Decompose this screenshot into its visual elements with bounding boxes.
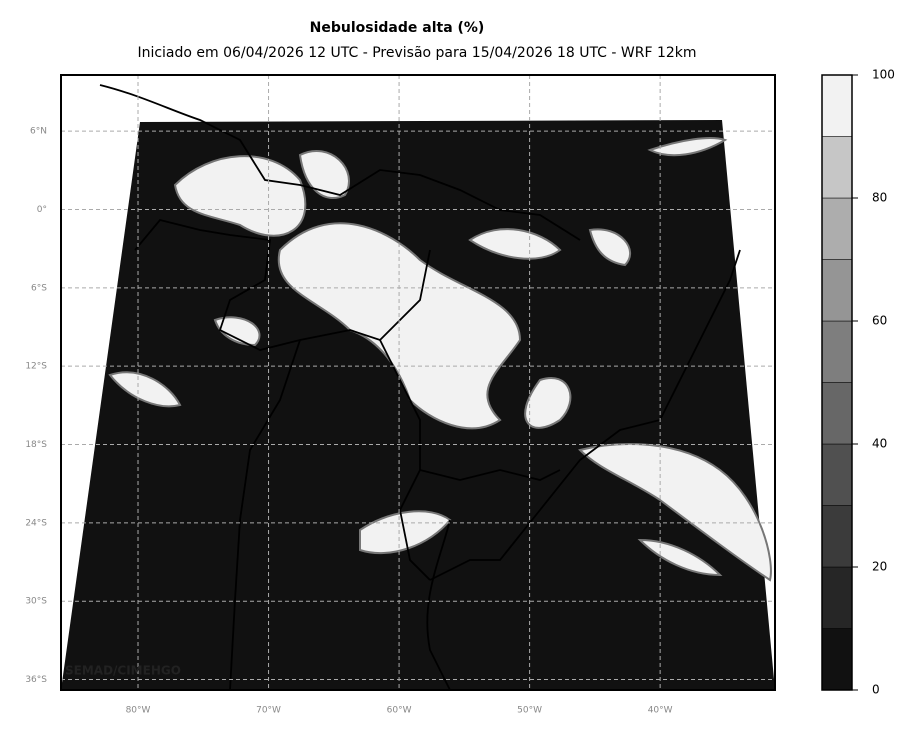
colorbar-tick-label: 60 xyxy=(872,314,887,328)
colorbar-band xyxy=(821,197,853,260)
lat-label: 36°S xyxy=(25,675,47,685)
lat-label: 0° xyxy=(37,205,47,215)
lon-label: 80°W xyxy=(126,706,151,716)
grid-layer xyxy=(61,75,775,690)
lat-label: 24°S xyxy=(25,518,47,528)
colorbar-band xyxy=(821,259,853,322)
watermark: SEMAD/CIMEHGO xyxy=(65,664,181,678)
colorbar-band xyxy=(821,136,853,199)
subtitle: Iniciado em 06/04/2026 12 UTC - Previsão… xyxy=(137,45,696,61)
lat-label: 18°S xyxy=(25,440,47,450)
colorbar-band xyxy=(821,320,853,383)
lat-label: 30°S xyxy=(25,597,47,607)
colorbar-band xyxy=(821,382,853,445)
country-borders xyxy=(99,84,741,690)
lon-label: 40°W xyxy=(648,706,673,716)
lon-label: 60°W xyxy=(387,706,412,716)
colorbar-band xyxy=(821,74,853,137)
colorbar-tick-label: 0 xyxy=(872,683,880,697)
colorbar-tick-label: 80 xyxy=(872,191,887,205)
colorbar-tick-label: 20 xyxy=(872,560,887,574)
colorbar-band xyxy=(821,566,853,629)
colorbar-band xyxy=(821,628,853,691)
lat-label: 12°S xyxy=(25,362,47,372)
map-frame xyxy=(60,74,776,691)
colorbar-tick-label: 100 xyxy=(872,68,895,82)
colorbar-tick-label: 40 xyxy=(872,437,887,451)
colorbar-frame xyxy=(821,74,853,691)
lat-label: 6°S xyxy=(31,283,47,293)
lon-label: 70°W xyxy=(256,706,281,716)
map-layer xyxy=(61,84,775,690)
colorbar-band xyxy=(821,443,853,506)
colorbar-band xyxy=(821,505,853,568)
lat-label: 6°N xyxy=(30,127,47,137)
title: Nebulosidade alta (%) xyxy=(310,20,485,36)
lon-label: 50°W xyxy=(517,706,542,716)
